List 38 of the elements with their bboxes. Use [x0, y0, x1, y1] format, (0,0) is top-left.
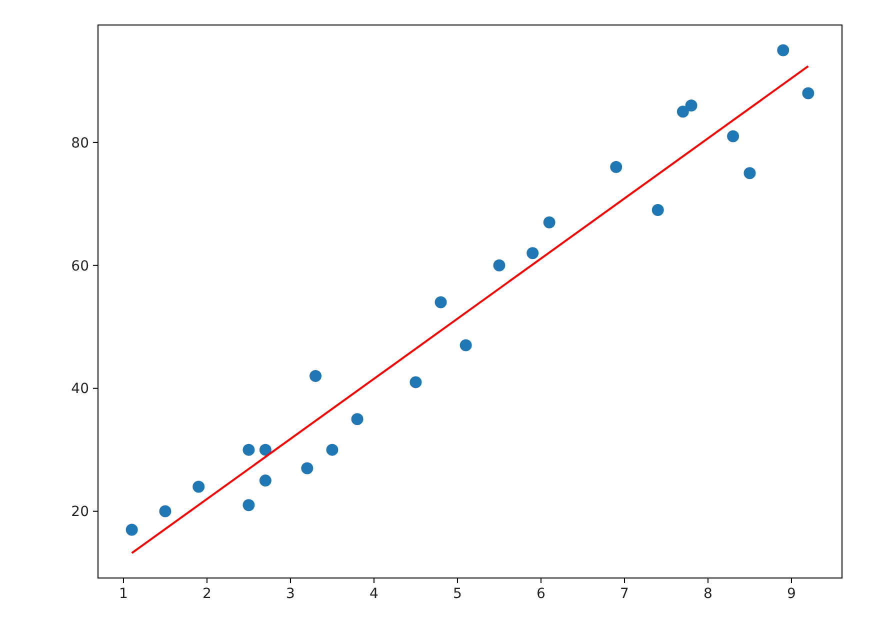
point — [802, 87, 814, 100]
point — [126, 524, 138, 536]
x-tick-label: 2 — [202, 586, 212, 602]
point — [744, 167, 756, 180]
point — [326, 444, 338, 456]
point — [676, 106, 689, 118]
point — [652, 204, 664, 216]
point — [434, 296, 447, 308]
x-tick-label: 6 — [536, 586, 546, 602]
point — [493, 259, 506, 272]
point — [727, 130, 740, 142]
point — [242, 444, 255, 456]
point — [242, 499, 255, 512]
point — [259, 474, 272, 487]
y-tick-label: 80 — [71, 135, 89, 152]
x-tick-label: 4 — [370, 586, 379, 602]
x-tick-label: 3 — [286, 586, 295, 602]
point — [351, 413, 364, 426]
point — [685, 100, 698, 112]
point — [301, 462, 314, 474]
point — [159, 505, 172, 518]
point — [777, 44, 790, 56]
x-tick-label: 9 — [787, 586, 796, 602]
x-tick-label: 7 — [620, 586, 629, 602]
point — [526, 247, 539, 260]
point — [610, 161, 622, 174]
point — [543, 216, 556, 228]
y-tick-label: 20 — [71, 504, 89, 520]
point — [460, 339, 472, 352]
point — [192, 480, 205, 493]
point — [410, 376, 422, 388]
y-tick-label: 40 — [71, 381, 89, 398]
point — [259, 444, 272, 456]
y-tick-label: 60 — [71, 258, 89, 274]
x-tick-label: 1 — [119, 586, 128, 602]
x-tick-label: 5 — [453, 586, 462, 602]
x-tick-label: 8 — [704, 586, 712, 602]
point — [310, 370, 322, 382]
